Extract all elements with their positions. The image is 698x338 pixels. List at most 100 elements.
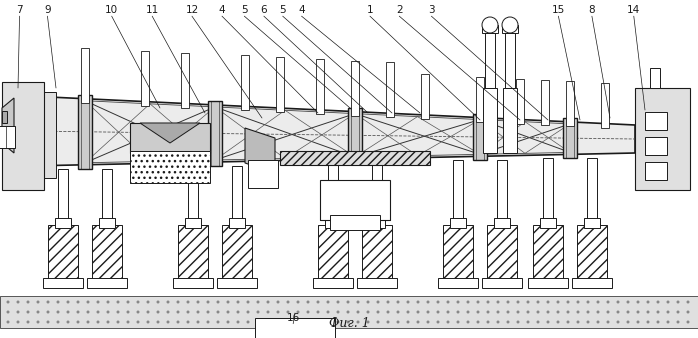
Circle shape (137, 311, 140, 314)
Circle shape (107, 300, 110, 304)
Text: Фиг. 1: Фиг. 1 (329, 317, 369, 330)
Text: 3: 3 (428, 5, 435, 15)
Circle shape (487, 311, 489, 314)
Circle shape (107, 320, 110, 323)
Text: 16: 16 (287, 313, 299, 323)
Bar (601, 82, 609, 127)
Circle shape (297, 320, 299, 323)
Circle shape (366, 320, 369, 323)
Bar (217, 278, 257, 288)
Text: 14: 14 (628, 5, 640, 15)
Circle shape (147, 300, 149, 304)
Text: 11: 11 (146, 5, 158, 15)
Circle shape (216, 311, 219, 314)
Circle shape (396, 311, 399, 314)
Circle shape (126, 311, 130, 314)
Circle shape (6, 320, 10, 323)
Circle shape (517, 311, 519, 314)
Circle shape (126, 300, 130, 304)
Circle shape (226, 300, 230, 304)
Circle shape (627, 300, 630, 304)
Bar (541, 80, 549, 125)
Text: 9: 9 (44, 5, 51, 15)
Polygon shape (140, 123, 200, 143)
Bar (173, 278, 213, 288)
Bar (328, 163, 338, 220)
Circle shape (327, 311, 329, 314)
Circle shape (657, 311, 660, 314)
Circle shape (387, 320, 389, 323)
Circle shape (126, 320, 130, 323)
Circle shape (406, 300, 410, 304)
Circle shape (286, 300, 290, 304)
Text: 8: 8 (588, 5, 595, 15)
Circle shape (107, 311, 110, 314)
Circle shape (96, 300, 100, 304)
Circle shape (27, 300, 29, 304)
Text: 5: 5 (279, 5, 286, 15)
Circle shape (607, 320, 609, 323)
Circle shape (327, 320, 329, 323)
Circle shape (117, 320, 119, 323)
Circle shape (396, 300, 399, 304)
Bar (48, 225, 78, 280)
Circle shape (156, 311, 160, 314)
Circle shape (87, 300, 89, 304)
Circle shape (36, 300, 40, 304)
Circle shape (616, 311, 620, 314)
Circle shape (186, 311, 189, 314)
Bar (2, 82, 44, 190)
Circle shape (36, 320, 40, 323)
Circle shape (537, 300, 540, 304)
Bar (232, 166, 242, 220)
Circle shape (346, 311, 350, 314)
Circle shape (237, 300, 239, 304)
Circle shape (456, 311, 459, 314)
Bar (362, 225, 392, 280)
Circle shape (226, 320, 230, 323)
Circle shape (256, 300, 260, 304)
Circle shape (487, 300, 489, 304)
Bar (316, 59, 324, 114)
Circle shape (286, 311, 290, 314)
Circle shape (607, 311, 609, 314)
Bar (99, 218, 115, 228)
Circle shape (137, 320, 140, 323)
Circle shape (667, 300, 669, 304)
Bar (505, 33, 515, 88)
Bar (320, 180, 390, 220)
Circle shape (687, 311, 690, 314)
Bar (185, 218, 201, 228)
Circle shape (477, 311, 480, 314)
Bar (102, 169, 112, 220)
Circle shape (47, 320, 50, 323)
Circle shape (526, 300, 530, 304)
Circle shape (117, 300, 119, 304)
Circle shape (597, 311, 600, 314)
Circle shape (87, 311, 89, 314)
Circle shape (256, 311, 260, 314)
Circle shape (567, 320, 570, 323)
Bar (280, 151, 430, 165)
Bar (516, 78, 524, 123)
Circle shape (426, 320, 429, 323)
Bar (503, 88, 517, 153)
Bar (483, 88, 497, 153)
Circle shape (507, 311, 510, 314)
Bar (533, 225, 563, 280)
Circle shape (676, 320, 679, 323)
Text: 2: 2 (396, 5, 403, 15)
Bar (450, 218, 466, 228)
Circle shape (597, 300, 600, 304)
Circle shape (66, 300, 70, 304)
Bar (421, 74, 429, 119)
Circle shape (177, 300, 179, 304)
Circle shape (66, 320, 70, 323)
Bar (566, 81, 574, 126)
Circle shape (556, 300, 560, 304)
Circle shape (237, 311, 239, 314)
Bar (318, 225, 348, 280)
Circle shape (616, 300, 620, 304)
Bar (0, 126, 15, 148)
Circle shape (496, 300, 500, 304)
